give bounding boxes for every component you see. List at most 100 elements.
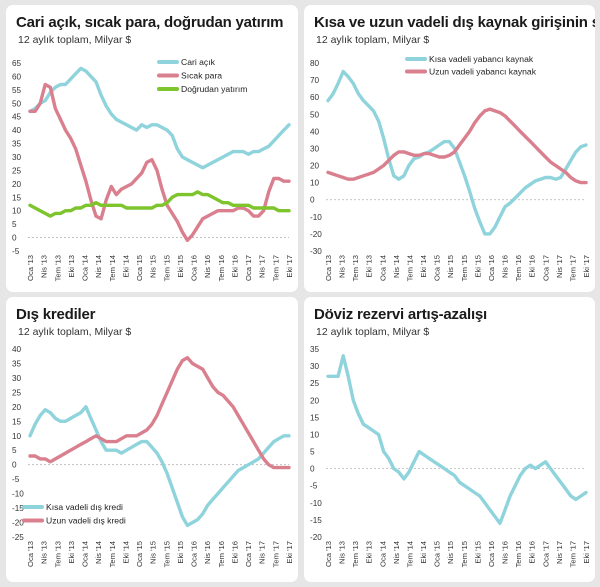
x-tick-label: Tem '17 <box>271 255 280 281</box>
chart-subtitle: 12 aylık toplam, Milyar $ <box>18 326 132 338</box>
x-tick-label: Oca '17 <box>244 541 253 567</box>
x-tick-label: Nis '15 <box>446 255 455 278</box>
y-tick-label: -20 <box>310 533 322 542</box>
y-tick-label: 30 <box>12 374 22 383</box>
x-tick-label: Nis '13 <box>338 541 347 564</box>
y-tick-label: 55 <box>12 86 22 95</box>
x-tick-label: Tem '16 <box>217 541 226 567</box>
x-tick-label: Tem '15 <box>162 541 171 567</box>
y-tick-label: 0 <box>310 196 315 205</box>
x-tick-label: Oca '13 <box>324 255 333 281</box>
chart-title: Döviz rezervi artış-azalışı <box>314 306 488 323</box>
x-tick-label: Tem '17 <box>271 541 280 567</box>
x-tick-label: Eki '17 <box>285 255 294 278</box>
x-tick-label: Oca '16 <box>487 541 496 567</box>
x-tick-label: Eki '16 <box>230 541 239 564</box>
legend-label: Doğrudan yatırım <box>181 84 247 94</box>
y-tick-label: -10 <box>12 490 24 499</box>
chart-title: Kısa ve uzun vadeli dış kaynak girişinin… <box>314 14 595 31</box>
chart-svg-foreign-loans: -25 -20 -15 -10 -5 0 5 10 15 20 25 30 35 40 Oca '13 Nis… <box>12 345 294 567</box>
y-tick-label: 15 <box>12 417 22 426</box>
chart-svg-fx-reserves: -20 -15 -10 -5 0 5 10 15 20 25 30 35 Oca '13 Nis '13 T… <box>310 345 591 567</box>
x-tick-label: Oca '14 <box>378 255 387 281</box>
y-tick-label: 30 <box>310 362 320 371</box>
x-tick-label: Nis '14 <box>94 541 103 564</box>
y-tick-label: -15 <box>12 504 24 513</box>
x-tick-label: Eki '15 <box>473 255 482 278</box>
y-tick-label: 25 <box>310 379 320 388</box>
y-tick-label: 40 <box>12 126 22 135</box>
x-tick-label: Tem '14 <box>405 541 414 567</box>
x-tick-label: Oca '14 <box>81 255 90 281</box>
y-tick-label: -10 <box>310 213 322 222</box>
x-tick-label: Eki '15 <box>176 541 185 564</box>
x-tick-label: Nis '15 <box>446 541 455 564</box>
x-tick-label: Nis '16 <box>203 541 212 564</box>
x-tick-label: Oca '17 <box>541 255 550 281</box>
x-tick-label: Tem '13 <box>351 255 360 281</box>
y-tick-label: -25 <box>12 533 24 542</box>
y-tick-label: 30 <box>12 153 22 162</box>
x-tick-label: Oca '15 <box>135 255 144 281</box>
y-tick-label: 25 <box>12 166 22 175</box>
y-tick-label: 30 <box>310 144 320 153</box>
x-tick-label: Tem '13 <box>53 255 62 281</box>
x-tick-label: Eki '13 <box>365 255 374 278</box>
chart-subtitle: 12 aylık toplam, Milyar $ <box>316 326 430 338</box>
series-line <box>28 66 291 170</box>
x-tick-label: Eki '13 <box>67 255 76 278</box>
y-tick-label: 80 <box>310 59 320 68</box>
y-tick-label: 0 <box>12 234 17 243</box>
series-line <box>28 82 291 243</box>
x-tick-label: Eki '16 <box>528 541 537 564</box>
x-tick-label: Nis '13 <box>40 255 49 278</box>
y-tick-label: 0 <box>12 461 17 470</box>
series-line <box>326 107 588 185</box>
x-tick-label: Oca '13 <box>26 541 35 567</box>
x-tick-label: Oca '14 <box>81 541 90 567</box>
y-tick-label: 50 <box>12 99 22 108</box>
x-tick-label: Eki '17 <box>582 255 591 278</box>
legend-label: Kısa vadeli dış kredi <box>46 502 123 512</box>
x-tick-label: Nis '16 <box>501 255 510 278</box>
x-tick-label: Eki '16 <box>528 255 537 278</box>
y-tick-label: 40 <box>310 127 320 136</box>
panel-foreign-funding: Kısa ve uzun vadeli dış kaynak girişinin… <box>304 5 595 292</box>
x-tick-label: Eki '15 <box>176 255 185 278</box>
chart-subtitle: 12 aylık toplam, Milyar $ <box>18 34 132 46</box>
chart-svg-current-account: -5 0 5 10 15 20 25 30 35 40 45 50 55 60 65 Oca '13 Nis '… <box>12 57 294 281</box>
legend-label: Uzun vadeli yabancı kaynak <box>429 67 537 77</box>
x-tick-label: Oca '15 <box>433 255 442 281</box>
x-tick-label: Tem '16 <box>514 541 523 567</box>
chart-title: Dış krediler <box>16 306 96 323</box>
y-tick-label: -5 <box>310 482 318 491</box>
panel-current-account: Cari açık, sıcak para, doğrudan yatırım … <box>6 5 298 292</box>
x-tick-label: Oca '15 <box>433 541 442 567</box>
series-line <box>326 69 588 236</box>
x-tick-label: Nis '14 <box>392 541 401 564</box>
x-tick-label: Tem '13 <box>53 541 62 567</box>
panel-foreign-loans: Dış krediler 12 aylık toplam, Milyar $ -… <box>6 297 298 582</box>
x-tick-label: Nis '17 <box>258 541 267 564</box>
y-tick-label: 10 <box>310 179 320 188</box>
y-tick-label: 65 <box>12 59 22 68</box>
x-tick-label: Eki '16 <box>230 255 239 278</box>
y-tick-label: 10 <box>12 432 22 441</box>
x-tick-label: Nis '13 <box>338 255 347 278</box>
y-tick-label: -5 <box>12 475 20 484</box>
x-tick-label: Nis '17 <box>555 255 564 278</box>
y-tick-label: 10 <box>12 207 22 216</box>
y-tick-label: 50 <box>310 110 320 119</box>
y-tick-label: -30 <box>310 247 322 256</box>
y-tick-label: 10 <box>310 430 320 439</box>
x-tick-label: Eki '17 <box>285 541 294 564</box>
x-tick-label: Eki '15 <box>473 541 482 564</box>
x-tick-label: Eki '13 <box>67 541 76 564</box>
y-tick-label: 35 <box>12 140 22 149</box>
y-tick-label: 35 <box>310 345 320 354</box>
x-tick-label: Tem '15 <box>460 255 469 281</box>
legend-label: Cari açık <box>181 57 216 67</box>
y-tick-label: -20 <box>310 230 322 239</box>
y-tick-label: 35 <box>12 359 22 368</box>
legend-label: Uzun vadeli dış kredi <box>46 516 126 526</box>
